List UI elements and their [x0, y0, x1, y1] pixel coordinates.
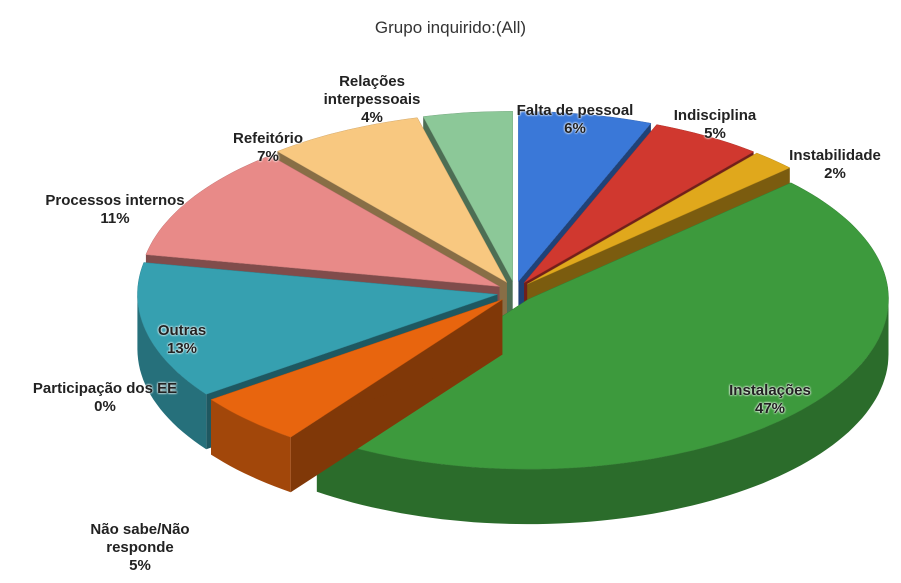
category-label: Processos internos — [45, 192, 185, 209]
value-label: 47% — [754, 400, 786, 417]
value-label: 7% — [257, 148, 279, 165]
category-label: Relações interpessoais — [323, 73, 421, 108]
slice — [137, 262, 498, 395]
slice-side — [137, 294, 207, 450]
slice-label: Participação dos EE 0% — [33, 380, 177, 416]
slice — [316, 182, 889, 470]
category-label: Instalações — [729, 382, 811, 399]
slice-label: Instabilidade 2% — [789, 147, 881, 183]
slice-side — [316, 299, 889, 525]
slice-label: Indisciplina 5% — [674, 107, 757, 143]
category-label: Indisciplina — [673, 107, 757, 124]
value-label: 11% — [100, 210, 130, 227]
chart-title: Grupo inquirido:(All) — [374, 18, 527, 37]
slice — [518, 111, 652, 283]
slice-label: Falta de pessoal 6% — [517, 102, 634, 138]
value-label: 13% — [166, 340, 198, 357]
slice-label: Refeitório 7% — [233, 130, 303, 166]
category-label: Não sabe/Não responde — [90, 521, 190, 556]
category-label: Outras — [157, 322, 207, 339]
category-label: Falta de pessoal — [516, 102, 634, 119]
value-label: 5% — [704, 125, 726, 142]
slice-side — [211, 399, 291, 493]
slice — [527, 152, 791, 285]
value-label: 2% — [824, 165, 846, 182]
slice-label: Não sabe/Não responde 5% — [75, 521, 205, 575]
slice-label: Processos internos 11% — [45, 192, 184, 228]
value-label: 6% — [564, 120, 586, 137]
category-label: Instabilidade — [789, 147, 881, 164]
category-label: Refeitório — [232, 130, 304, 147]
value-label: 0% — [94, 398, 116, 415]
slice — [422, 111, 513, 282]
slice-label: Relações interpessoais 4% — [302, 73, 442, 127]
slice — [276, 117, 508, 284]
slice — [210, 299, 503, 438]
category-label: Participação dos EE — [32, 380, 178, 397]
value-label: 5% — [129, 557, 151, 574]
slice — [145, 155, 500, 287]
slice-label: Instalações 47% — [729, 382, 811, 418]
slice — [524, 124, 755, 283]
slice-label: Outras 13% — [158, 322, 206, 358]
value-label: 4% — [361, 109, 383, 126]
